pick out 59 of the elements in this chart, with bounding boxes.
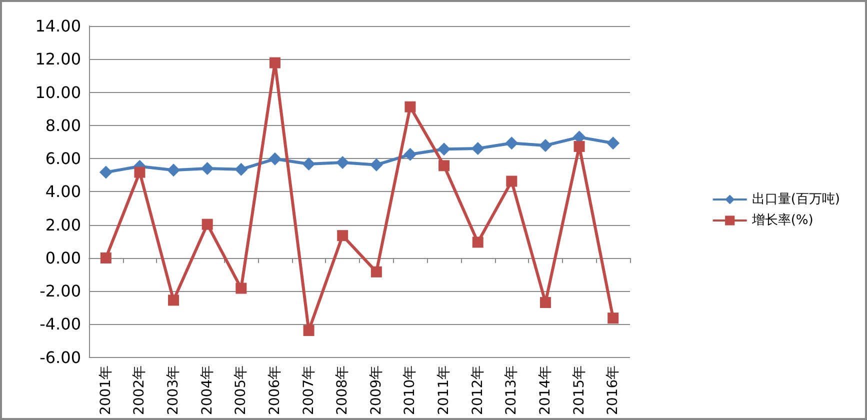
legend-label: 出口量(百万吨) bbox=[752, 192, 840, 207]
point bbox=[234, 162, 248, 176]
x-tick-label: 2016年 bbox=[605, 365, 622, 416]
x-tick-label: 2011年 bbox=[436, 365, 452, 416]
y-tick-label: 0.00 bbox=[45, 248, 81, 268]
y-tick-label: -4.00 bbox=[40, 314, 81, 334]
y-tick-label: -2.00 bbox=[40, 282, 81, 301]
point bbox=[540, 297, 551, 308]
point bbox=[506, 176, 518, 187]
point bbox=[471, 142, 484, 155]
point bbox=[606, 136, 620, 150]
x-tick-label: 2007年 bbox=[300, 365, 317, 416]
point bbox=[134, 166, 146, 178]
point bbox=[99, 166, 112, 179]
point bbox=[538, 138, 552, 152]
x-tick-label: 2015年 bbox=[571, 365, 588, 416]
point bbox=[337, 230, 348, 242]
point bbox=[438, 160, 450, 172]
y-tick-label: 8.00 bbox=[45, 116, 81, 135]
x-tick-label: 2012年 bbox=[470, 365, 486, 416]
point bbox=[167, 164, 180, 177]
x-tick-label: 2003年 bbox=[166, 365, 182, 416]
x-tick-label: 2013年 bbox=[504, 365, 520, 416]
point bbox=[370, 158, 383, 172]
point bbox=[608, 312, 619, 324]
x-tick-label: 2008年 bbox=[334, 365, 351, 416]
x-tick-label: 2006年 bbox=[266, 365, 283, 416]
point bbox=[100, 252, 112, 264]
y-tick-label: 10.00 bbox=[35, 82, 81, 102]
point bbox=[505, 136, 518, 150]
point bbox=[269, 57, 280, 68]
point bbox=[302, 158, 316, 171]
point bbox=[236, 282, 247, 294]
point bbox=[404, 101, 416, 112]
x-tick-label: 2002年 bbox=[132, 365, 148, 416]
x-tick-label: 2001年 bbox=[98, 365, 114, 416]
point bbox=[370, 266, 382, 278]
y-tick-label: -6.00 bbox=[40, 348, 81, 367]
point bbox=[404, 148, 417, 161]
x-tick-label: 2010年 bbox=[402, 365, 418, 416]
y-tick-label: 12.00 bbox=[35, 50, 81, 69]
point bbox=[303, 325, 314, 336]
point bbox=[202, 218, 213, 230]
x-tick-label: 2009年 bbox=[368, 365, 384, 416]
point bbox=[200, 162, 214, 175]
y-tick-label: 6.00 bbox=[45, 149, 81, 168]
x-tick-label: 2014年 bbox=[537, 365, 554, 416]
point bbox=[438, 142, 451, 156]
y-tick-label: 2.00 bbox=[45, 215, 81, 234]
point bbox=[268, 152, 282, 166]
point bbox=[472, 236, 484, 248]
point bbox=[574, 140, 585, 152]
x-tick-label: 2004年 bbox=[199, 365, 216, 416]
point bbox=[168, 294, 180, 306]
legend-label: 增长率(%) bbox=[750, 212, 814, 228]
x-tick-label: 2005年 bbox=[233, 365, 250, 416]
y-tick-label: 14.00 bbox=[35, 16, 81, 36]
point bbox=[336, 156, 350, 170]
y-tick-label: 4.00 bbox=[45, 182, 81, 202]
